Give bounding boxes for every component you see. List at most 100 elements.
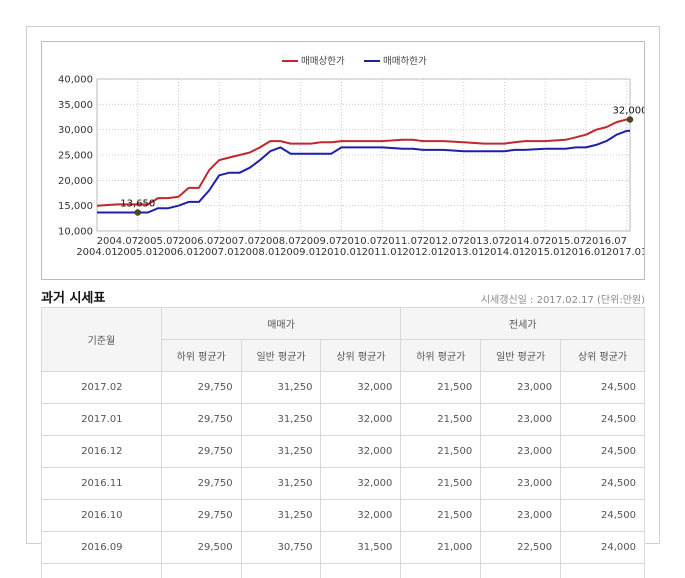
cell-value: 24,500: [561, 404, 645, 436]
cell-value: 29,750: [161, 372, 241, 404]
cell-empty: [241, 564, 321, 578]
subheader: 하위 평균가: [161, 340, 241, 372]
cell-empty: [161, 564, 241, 578]
cell-value: 32,000: [321, 404, 401, 436]
cell-value: 29,750: [161, 436, 241, 468]
cell-value: 22,500: [481, 532, 561, 564]
cell-value: 23,000: [481, 404, 561, 436]
cell-value: 24,500: [561, 468, 645, 500]
cell-value: 32,000: [321, 372, 401, 404]
x-tick-label-bottom: 2016.01: [565, 247, 606, 258]
group-header-jeonse: 전세가: [401, 308, 645, 340]
x-tick-label-bottom: 2010.01: [321, 247, 362, 258]
x-tick-label-bottom: 2006.01: [158, 247, 199, 258]
price-history-table: 기준월 매매가 전세가 하위 평균가 일반 평균가 상위 평균가 하위 평균가 …: [41, 307, 645, 578]
x-tick-label-top: 2004.07: [97, 236, 138, 247]
cell-value: 24,500: [561, 372, 645, 404]
cell-value: 31,250: [241, 372, 321, 404]
cell-value: 23,000: [481, 436, 561, 468]
cell-value: 21,500: [401, 404, 481, 436]
x-tick-label-bottom: 2014.01: [484, 247, 525, 258]
y-tick-label: 30,000: [58, 125, 93, 136]
y-tick-label: 20,000: [58, 176, 93, 187]
subheader: 하위 평균가: [401, 340, 481, 372]
cell-value: 23,000: [481, 468, 561, 500]
cell-value: 31,250: [241, 404, 321, 436]
cell-value: 24,500: [561, 436, 645, 468]
x-tick-label-bottom: 2005.01: [117, 247, 158, 258]
cell-value: 32,000: [321, 500, 401, 532]
annotation-label: 13,650: [120, 199, 155, 210]
x-tick-label-bottom: 2015.01: [525, 247, 566, 258]
chart-svg: 10,00015,00020,00025,00030,00035,00040,0…: [42, 42, 644, 279]
cell-value: 31,500: [321, 532, 401, 564]
y-tick-label: 15,000: [58, 201, 93, 212]
cell-value: 24,000: [561, 532, 645, 564]
cell-date: 2017.02: [42, 372, 162, 404]
group-header-sale: 매매가: [161, 308, 401, 340]
table-row-partial: [42, 564, 645, 578]
cell-date: 2016.11: [42, 468, 162, 500]
cell-value: 32,000: [321, 436, 401, 468]
x-tick-label-top: 2008.07: [260, 236, 301, 247]
cell-value: 21,500: [401, 500, 481, 532]
x-tick-label-top: 2014.07: [504, 236, 545, 247]
cell-value: 21,500: [401, 372, 481, 404]
x-tick-label-top: 2012.07: [423, 236, 464, 247]
x-tick-label-top: 2006.07: [178, 236, 219, 247]
cell-value: 23,000: [481, 500, 561, 532]
y-tick-label: 35,000: [58, 100, 93, 111]
table-title: 과거 시세표: [41, 287, 105, 306]
cell-value: 21,500: [401, 468, 481, 500]
x-tick-label-top: 2013.07: [463, 236, 504, 247]
cell-empty: [42, 564, 162, 578]
cell-value: 31,250: [241, 436, 321, 468]
subheader: 일반 평균가: [241, 340, 321, 372]
x-tick-label-bottom: 2008.01: [239, 247, 280, 258]
cell-empty: [481, 564, 561, 578]
update-note: 시세갱신일 : 2017.02.17 (단위:만원): [481, 291, 645, 306]
cell-value: 30,750: [241, 532, 321, 564]
cell-date: 2017.01: [42, 404, 162, 436]
x-tick-label-top: 2009.07: [300, 236, 341, 247]
legend-label: 매매상한가: [301, 56, 345, 67]
cell-empty: [561, 564, 645, 578]
x-tick-label-bottom: 2009.01: [280, 247, 321, 258]
cell-date: 2016.12: [42, 436, 162, 468]
subheader: 상위 평균가: [321, 340, 401, 372]
legend-label: 매매하한가: [383, 55, 427, 67]
cell-value: 21,000: [401, 532, 481, 564]
subheader: 상위 평균가: [561, 340, 645, 372]
cell-value: 31,250: [241, 500, 321, 532]
x-tick-label-top: 2011.07: [382, 236, 423, 247]
cell-value: 29,750: [161, 404, 241, 436]
y-tick-label: 25,000: [58, 151, 93, 162]
annotation-label: 32,000: [613, 106, 645, 117]
cell-value: 29,500: [161, 532, 241, 564]
x-tick-label-bottom: 2012.01: [402, 247, 443, 258]
subheader: 일반 평균가: [481, 340, 561, 372]
cell-value: 31,250: [241, 468, 321, 500]
x-tick-label-top: 2005.07: [137, 236, 178, 247]
x-tick-label-bottom: 2011.01: [362, 247, 403, 258]
annotation-marker: [135, 210, 141, 216]
cell-empty: [401, 564, 481, 578]
cell-value: 21,500: [401, 436, 481, 468]
x-tick-label-bottom: 2017.01: [606, 247, 644, 258]
x-tick-label-bottom: 2004.01: [76, 247, 117, 258]
x-tick-label-top: 2007.07: [219, 236, 260, 247]
y-tick-label: 40,000: [58, 75, 93, 86]
cell-value: 32,000: [321, 468, 401, 500]
x-tick-label-top: 2015.07: [545, 236, 586, 247]
col-header-date: 기준월: [42, 308, 162, 372]
cell-value: 29,750: [161, 500, 241, 532]
x-tick-label-bottom: 2007.01: [199, 247, 240, 258]
